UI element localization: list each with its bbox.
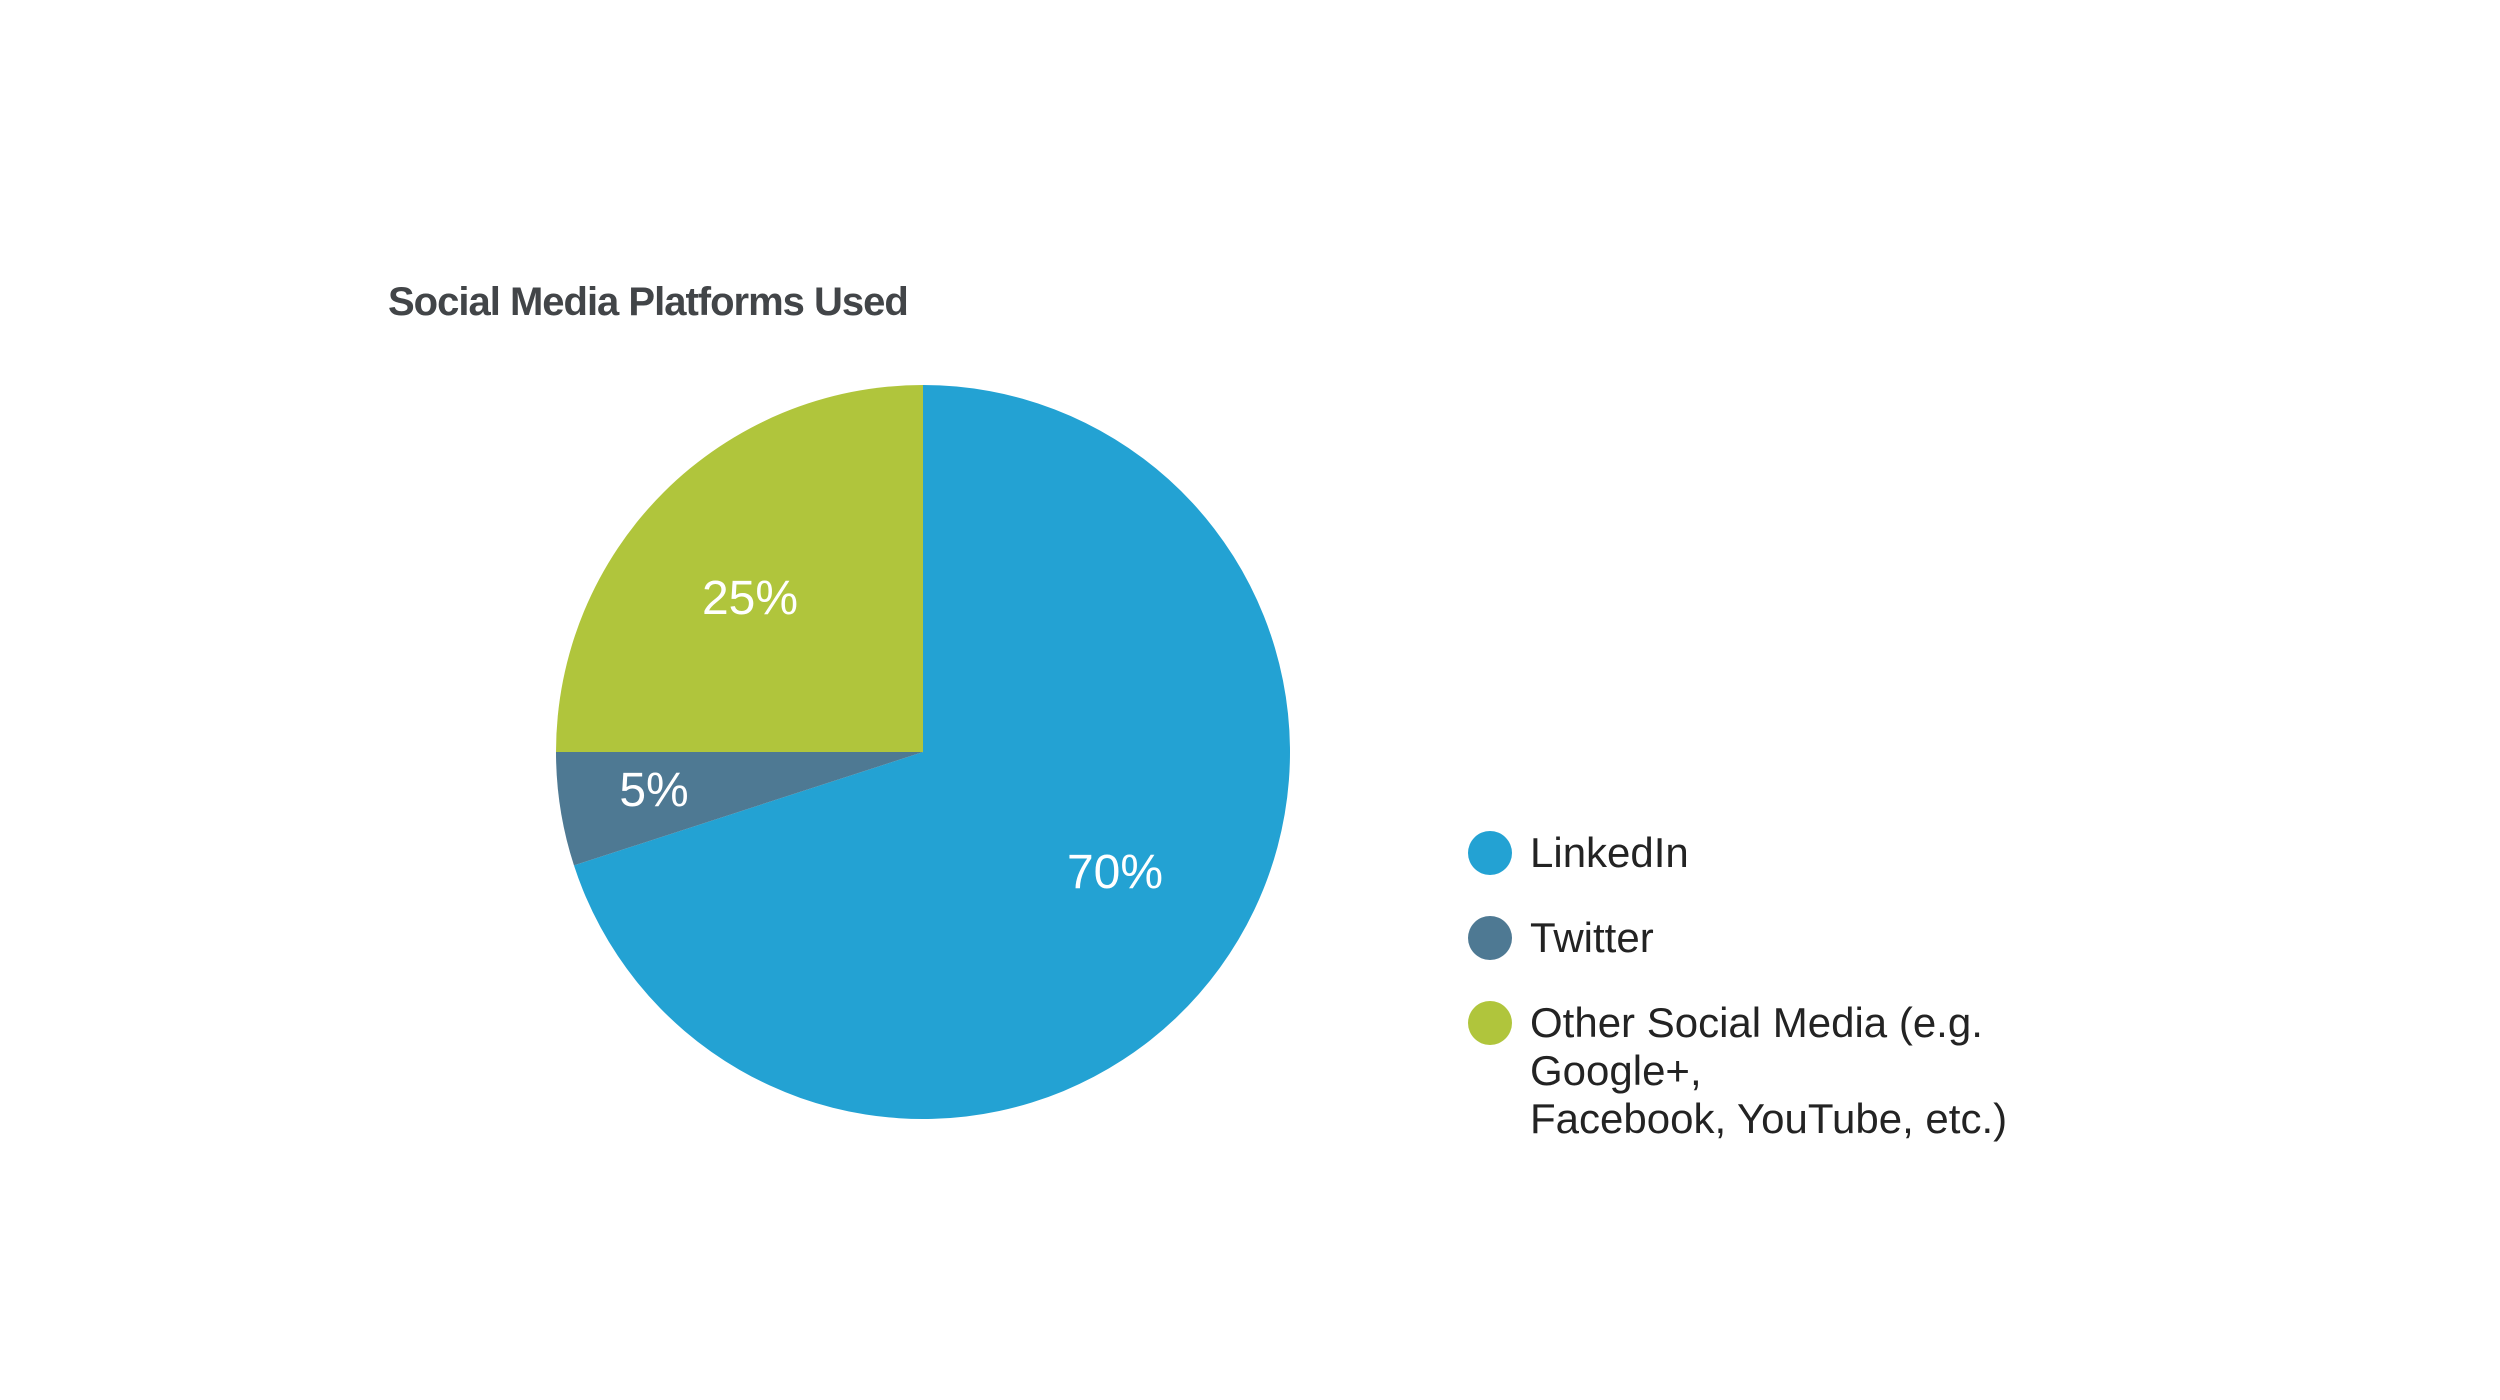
legend-label-other-social-media-e-g-google-facebook-youtube-etc: Other Social Media (e.g. Google+, Faceboo… — [1530, 999, 2008, 1142]
pie-slice-other-social-media-e-g-google-facebook-youtube-etc — [556, 385, 923, 752]
pie-slice-twitter — [556, 752, 923, 866]
legend-dot-twitter — [1468, 916, 1512, 960]
pie-slice-linkedin — [573, 385, 1290, 1119]
legend: LinkedIn Twitter Other Social Media (e.g. … — [1468, 829, 2010, 1180]
slice-percentage-label-other-social-media-e-g-google-facebook-youtube-etc: 25% — [702, 572, 798, 625]
slice-percentage-label-linkedin: 70% — [1067, 846, 1163, 899]
legend-label-linkedin: LinkedIn — [1530, 829, 1689, 876]
chart-title: Social Media Platforms Used — [388, 280, 909, 324]
legend-label-twitter: Twitter — [1530, 914, 1654, 961]
legend-dot-other-social-media-e-g-google-facebook-youtube-etc — [1468, 1001, 1512, 1045]
legend-item-twitter: Twitter — [1468, 914, 2010, 962]
legend-item-linkedin: LinkedIn — [1468, 829, 2010, 877]
legend-item-other-social-media-e-g-google-facebook-youtube-etc: Other Social Media (e.g. Google+, Faceboo… — [1468, 999, 2010, 1143]
legend-dot-linkedin — [1468, 831, 1512, 875]
slice-percentage-label-twitter: 5% — [619, 764, 688, 817]
